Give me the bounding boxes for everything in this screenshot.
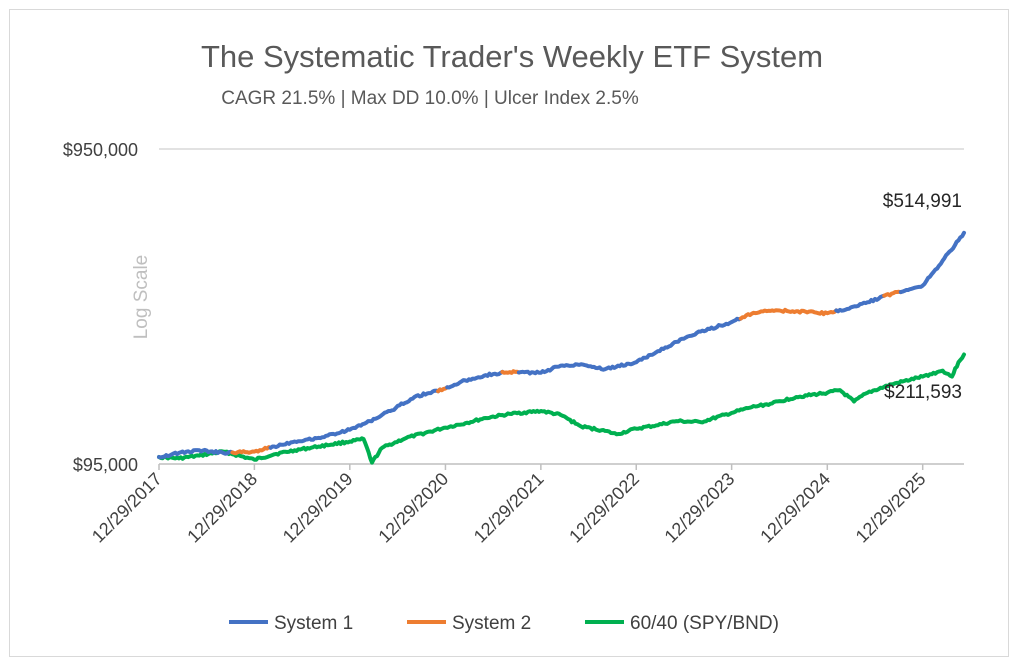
x-tick-label: 12/29/2019: [279, 469, 357, 547]
plot-lines: [157, 230, 966, 465]
chart-subtitle: CAGR 21.5% | Max DD 10.0% | Ulcer Index …: [221, 88, 639, 109]
y-tick-bottom: $95,000: [73, 455, 138, 475]
series-line-system1: [157, 447, 235, 460]
series-line-benchmark: [157, 352, 966, 465]
x-tick-label: 12/29/2021: [470, 469, 548, 547]
x-tick-label: 12/29/2023: [661, 469, 739, 547]
x-tick-label: 12/29/2018: [183, 469, 261, 547]
x-tick-label: 12/29/2020: [374, 469, 452, 547]
x-tick-label: 12/29/2022: [565, 469, 643, 547]
x-ticks: 12/29/2017 12/29/2018 12/29/2019 12/29/2020…: [88, 464, 930, 547]
chart-frame: [9, 9, 1009, 657]
end-label-system: $514,991: [883, 191, 962, 212]
x-tick-label: 12/29/2017: [88, 469, 166, 547]
series-line-system2: [230, 445, 273, 456]
series-line-system1: [268, 387, 442, 450]
x-tick-label: 12/29/2025: [852, 469, 930, 547]
x-tick-label: 12/29/2024: [756, 469, 834, 547]
end-label-benchmark: $211,593: [884, 382, 962, 403]
legend-label-system1: System 1: [274, 613, 353, 634]
y-axis-label: Log Scale: [131, 255, 152, 340]
y-tick-top: $950,000: [63, 140, 138, 160]
series-line-system1: [445, 369, 505, 390]
chart-title: The Systematic Trader's Weekly ETF Syste…: [201, 39, 823, 74]
series-line-system1: [516, 316, 743, 376]
legend: System 1 System 2 60/40 (SPY/BND): [229, 613, 779, 634]
legend-label-system2: System 2: [452, 613, 531, 634]
series-line-system2: [882, 289, 903, 298]
series-line-system1: [834, 293, 887, 314]
series-line-system2: [500, 369, 521, 375]
legend-label-benchmark: 60/40 (SPY/BND): [630, 613, 779, 634]
series-line-system2: [738, 307, 839, 321]
end-labels: $514,991 $211,593: [883, 191, 962, 403]
series-line-system1: [898, 230, 966, 295]
